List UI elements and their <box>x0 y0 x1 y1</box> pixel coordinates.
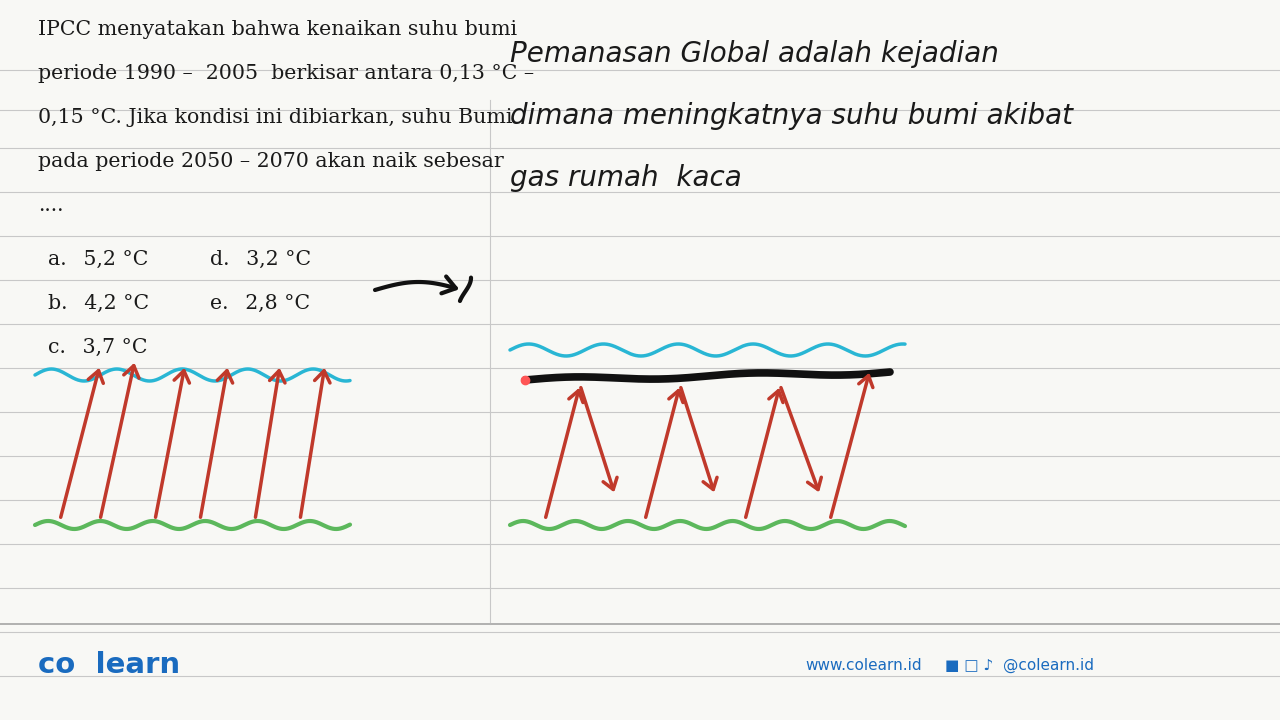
Text: www.colearn.id: www.colearn.id <box>805 657 922 672</box>
Text: co  learn: co learn <box>38 651 180 679</box>
Text: ....: .... <box>38 196 64 215</box>
Text: pada periode 2050 – 2070 akan naik sebesar: pada periode 2050 – 2070 akan naik sebes… <box>38 152 504 171</box>
Text: periode 1990 –  2005  berkisar antara 0,13 °C –: periode 1990 – 2005 berkisar antara 0,13… <box>38 64 534 83</box>
Text: e.  2,8 °C: e. 2,8 °C <box>210 294 310 313</box>
Text: b.  4,2 °C: b. 4,2 °C <box>49 294 150 313</box>
Text: dimana meningkatnya suhu bumi akibat: dimana meningkatnya suhu bumi akibat <box>509 102 1073 130</box>
Text: gas rumah  kaca: gas rumah kaca <box>509 164 741 192</box>
Text: IPCC menyatakan bahwa kenaikan suhu bumi: IPCC menyatakan bahwa kenaikan suhu bumi <box>38 20 517 39</box>
Text: ■ □ ♪  @colearn.id: ■ □ ♪ @colearn.id <box>945 657 1094 672</box>
Text: Pemanasan Global adalah kejadian: Pemanasan Global adalah kejadian <box>509 40 998 68</box>
Text: c.  3,7 °C: c. 3,7 °C <box>49 338 147 357</box>
Text: a.  5,2 °C: a. 5,2 °C <box>49 250 148 269</box>
Text: d.  3,2 °C: d. 3,2 °C <box>210 250 311 269</box>
Text: 0,15 °C. Jika kondisi ini dibiarkan, suhu Bumi: 0,15 °C. Jika kondisi ini dibiarkan, suh… <box>38 108 512 127</box>
